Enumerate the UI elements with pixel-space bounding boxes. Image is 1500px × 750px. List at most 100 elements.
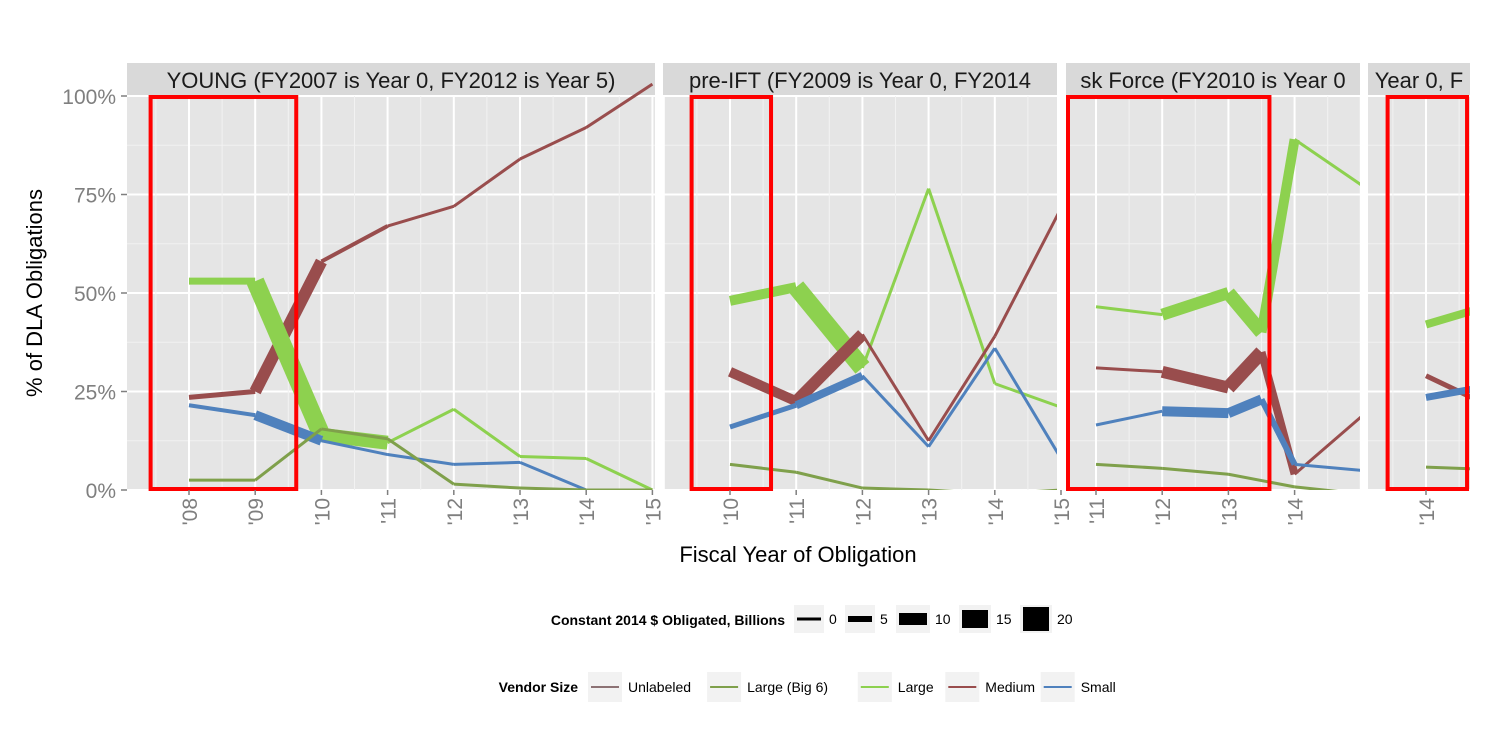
x-tick-label: '11 bbox=[1086, 498, 1109, 524]
x-tick-label: '08 bbox=[179, 498, 202, 525]
x-tick-label: '11 bbox=[786, 498, 809, 524]
line-segment bbox=[729, 462, 797, 474]
x-tick-label: '10 bbox=[720, 498, 743, 525]
line-segment bbox=[1162, 466, 1229, 476]
panel-strip-text: sk Force (FY2010 is Year 0 bbox=[1080, 68, 1345, 93]
line-segment bbox=[862, 486, 929, 490]
y-axis: 0% 25% 50% 75% 100% bbox=[62, 86, 127, 503]
line-segment bbox=[1095, 366, 1163, 374]
highlight-box bbox=[1066, 95, 1272, 491]
panel-4: Year 0, F '14 bbox=[1368, 63, 1470, 526]
panel-grid bbox=[1066, 95, 1360, 490]
line-segment bbox=[246, 277, 330, 439]
highlight-box bbox=[1385, 95, 1470, 491]
line-segment bbox=[188, 403, 256, 418]
x-tick-label: '14 bbox=[1416, 498, 1439, 526]
line-segment bbox=[321, 427, 388, 441]
series-medium bbox=[188, 82, 654, 400]
line-segment bbox=[728, 282, 798, 306]
y-tick-label: 75% bbox=[74, 185, 116, 208]
series-large bbox=[189, 277, 654, 490]
line-segment bbox=[994, 382, 1057, 408]
size-legend: Constant 2014 $ Obligated, Billions 0 5 10 1… bbox=[551, 605, 1073, 633]
line-segment bbox=[321, 439, 388, 457]
x-tick-label: '13 bbox=[1218, 498, 1241, 525]
line-segment bbox=[993, 212, 1057, 338]
line-segment bbox=[927, 347, 997, 448]
color-legend-title: Vendor Size bbox=[499, 679, 579, 695]
x-tick-label: '11 bbox=[378, 498, 401, 524]
panel-strip bbox=[127, 63, 655, 96]
line-segment bbox=[453, 460, 521, 466]
line-segment bbox=[1256, 138, 1300, 334]
line-segment bbox=[585, 82, 654, 129]
line-segment bbox=[519, 455, 587, 460]
line-segment bbox=[795, 470, 863, 490]
line-segment bbox=[320, 427, 389, 450]
x-tick-label: '12 bbox=[1152, 498, 1175, 525]
line-segment bbox=[1162, 406, 1229, 419]
line-segment bbox=[585, 457, 654, 490]
series-large-big-6- bbox=[1425, 465, 1470, 471]
panel-grid bbox=[1368, 95, 1470, 490]
line-segment bbox=[1095, 305, 1163, 317]
line-segment bbox=[1160, 365, 1230, 394]
panel-strip-text: pre-IFT (FY2009 is Year 0, FY2014 bbox=[689, 68, 1031, 93]
panel-2: pre-IFT (FY2009 is Year 0, FY2014 '10 '11 '… bbox=[663, 63, 1074, 525]
line-segment bbox=[861, 333, 930, 442]
highlight-box bbox=[148, 95, 299, 491]
color-legend-label: Large bbox=[898, 679, 934, 695]
line-segment bbox=[727, 367, 799, 406]
x-tick-label: '13 bbox=[919, 498, 942, 525]
color-legend-label: Unlabeled bbox=[628, 679, 691, 695]
line-segment bbox=[1425, 465, 1470, 471]
line-segment bbox=[519, 126, 587, 161]
series-large bbox=[1095, 138, 1360, 337]
line-segment bbox=[1228, 472, 1295, 489]
size-legend-label: 20 bbox=[1057, 611, 1073, 627]
series-small bbox=[1095, 394, 1360, 472]
color-legend-label: Large (Big 6) bbox=[747, 679, 828, 695]
line-segment bbox=[789, 281, 870, 374]
line-segment bbox=[249, 258, 327, 395]
y-tick-label: 0% bbox=[86, 480, 116, 503]
line-segment bbox=[519, 486, 587, 490]
line-segment bbox=[453, 482, 521, 490]
line-segment bbox=[1035, 488, 1057, 490]
series-large-big-6- bbox=[729, 462, 1057, 490]
line-segment bbox=[927, 335, 997, 442]
line-segment bbox=[1095, 409, 1163, 427]
x-tick-label: '12 bbox=[852, 498, 875, 525]
series-small bbox=[729, 347, 1057, 455]
y-tick-label: 100% bbox=[62, 86, 116, 109]
line-segment bbox=[1160, 287, 1231, 321]
line-segment bbox=[993, 347, 1057, 455]
x-tick-label: '15 bbox=[642, 498, 665, 525]
series-large-big-6- bbox=[1095, 462, 1339, 490]
line-segment bbox=[452, 157, 521, 208]
line-segment bbox=[861, 374, 930, 448]
line-segment bbox=[1425, 385, 1470, 401]
panel-strip bbox=[1066, 63, 1360, 96]
size-legend-title: Constant 2014 $ Obligated, Billions bbox=[551, 612, 785, 628]
line-segment bbox=[928, 488, 954, 490]
line-segment bbox=[320, 224, 389, 264]
size-legend-label: 15 bbox=[996, 611, 1012, 627]
line-segment bbox=[791, 330, 867, 406]
x-tick-label: '09 bbox=[245, 498, 268, 525]
x-axis-title: Fiscal Year of Obligation bbox=[679, 542, 916, 567]
size-legend-label: 5 bbox=[880, 611, 888, 627]
line-segment bbox=[1258, 398, 1298, 466]
size-legend-label: 10 bbox=[935, 611, 951, 627]
highlight-box bbox=[689, 95, 774, 491]
y-tick-label: 25% bbox=[74, 382, 116, 405]
color-legend-label: Small bbox=[1081, 679, 1116, 695]
y-axis-title: % of DLA Obligations bbox=[22, 189, 47, 397]
x-tick-label: '15 bbox=[1051, 498, 1074, 525]
line-segment bbox=[387, 453, 455, 466]
panels-layer: YOUNG (FY2007 is Year 0, FY2012 is Year … bbox=[62, 63, 1470, 526]
line-segment bbox=[519, 461, 587, 490]
line-segment bbox=[1223, 288, 1267, 337]
x-tick-label: '13 bbox=[510, 498, 533, 525]
